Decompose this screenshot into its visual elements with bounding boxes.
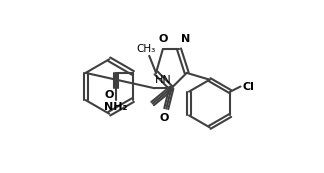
- Text: N: N: [181, 34, 190, 44]
- Text: CH₃: CH₃: [136, 44, 156, 54]
- Text: O: O: [158, 34, 168, 44]
- Text: HN: HN: [155, 75, 171, 85]
- Text: O: O: [160, 113, 169, 123]
- Text: O: O: [104, 90, 114, 100]
- Text: NH₂: NH₂: [104, 102, 127, 112]
- Text: Cl: Cl: [242, 81, 254, 92]
